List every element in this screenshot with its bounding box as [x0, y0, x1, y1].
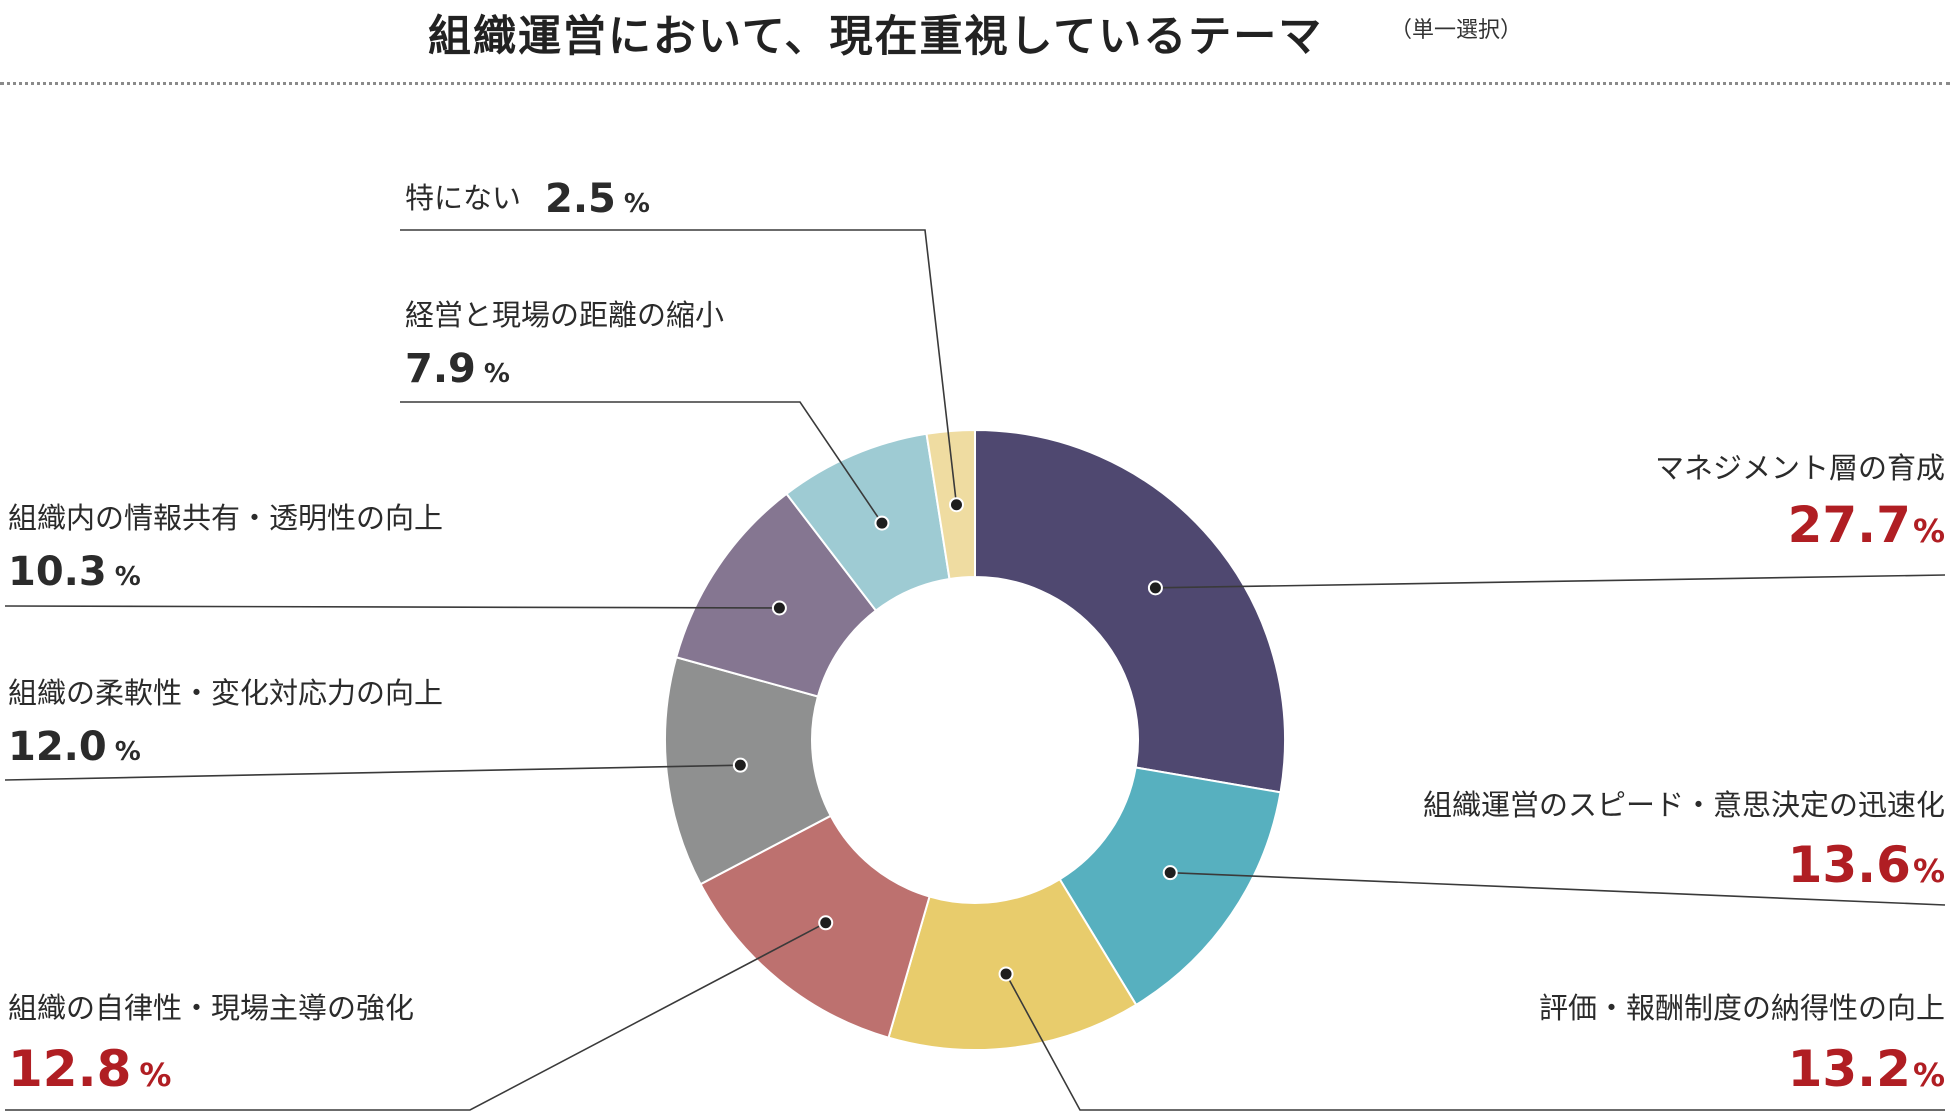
slice-2-marker-dot: [1162, 865, 1178, 881]
slice-4-value: 12.8%: [8, 1040, 171, 1098]
slice-8-leader-line: [400, 229, 958, 505]
slice-5-value-unit: %: [115, 737, 141, 767]
slice-3-value: 13.2%: [1788, 1040, 1945, 1098]
slice-5-leader-line: [4, 764, 741, 781]
slice-2-value-unit: %: [1913, 852, 1945, 890]
slice-3-value-number: 13.2: [1788, 1040, 1911, 1098]
slice-7-leader-line: [400, 401, 883, 524]
slice-1-value-unit: %: [1913, 512, 1945, 550]
slice-6-marker-dot: [771, 600, 787, 616]
slice-8-value-number: 2.5: [545, 176, 616, 222]
slice-2-wedge: [1058, 766, 1282, 1007]
slice-8-value: 2.5%: [545, 176, 650, 222]
slice-7-value-number: 7.9: [405, 346, 476, 392]
slice-6-value-unit: %: [115, 562, 141, 592]
slice-5-label: 組織の柔軟性・変化対応力の向上: [8, 676, 443, 710]
slice-4-leader-line: [5, 922, 827, 1111]
slice-5-value-number: 12.0: [8, 724, 107, 770]
slice-1-leader-line: [1155, 574, 1946, 589]
slice-6-value-number: 10.3: [8, 549, 107, 595]
slice-4-marker-dot: [818, 915, 834, 931]
slice-5-value: 12.0%: [8, 724, 141, 770]
slice-1-value: 27.7%: [1788, 496, 1945, 554]
chart-title: 組織運営において、現在重視しているテーマ: [428, 12, 1324, 62]
slice-7-value-unit: %: [484, 359, 510, 389]
slice-8-marker-dot: [948, 497, 964, 513]
slice-3-leader-line: [1005, 973, 1945, 1111]
slice-3-label: 評価・報酬制度の納得性の向上: [1539, 991, 1945, 1025]
slice-8-label: 特にない: [405, 181, 521, 215]
slice-1-label: マネジメント層の育成: [1655, 451, 1945, 485]
slice-2-leader-line: [1170, 871, 1946, 906]
slice-6-value: 10.3%: [8, 549, 141, 595]
slice-1-wedge: [974, 428, 1286, 794]
slice-4-value-unit: %: [139, 1056, 171, 1094]
slice-6-label: 組織内の情報共有・透明性の向上: [8, 501, 443, 535]
slice-3-marker-dot: [998, 966, 1014, 982]
slice-8-value-unit: %: [624, 189, 650, 219]
slice-7-label: 経営と現場の距離の縮小: [405, 298, 724, 332]
slice-1-marker-dot: [1147, 580, 1163, 596]
slice-7-value: 7.9%: [405, 346, 510, 392]
chart-subtitle: （単一選択）: [1390, 18, 1523, 43]
slice-7-marker-dot: [874, 515, 890, 531]
slice-2-label: 組織運営のスピード・意思決定の迅速化: [1423, 788, 1945, 822]
donut-slices: [664, 428, 1286, 1051]
slice-1-value-number: 27.7: [1788, 496, 1911, 554]
leader-lines: [4, 229, 1946, 1111]
slice-4-value-number: 12.8: [8, 1040, 131, 1098]
slice-5-marker-dot: [732, 757, 748, 773]
slice-2-value: 13.6%: [1788, 836, 1945, 894]
chart-header: 組織運営において、現在重視しているテーマ （単一選択）: [0, 0, 1950, 90]
slice-3-value-unit: %: [1913, 1056, 1945, 1094]
slice-2-value-number: 13.6: [1788, 836, 1911, 894]
slice-labels: マネジメント層の育成 27.7% 組織運営のスピード・意思決定の迅速化 13.6% 評価…: [8, 176, 1945, 1098]
slice-6-leader-line: [4, 605, 780, 609]
dotted-divider: [0, 82, 1950, 85]
slice-3-wedge: [887, 877, 1138, 1051]
slice-4-label: 組織の自律性・現場主導の強化: [8, 991, 414, 1025]
